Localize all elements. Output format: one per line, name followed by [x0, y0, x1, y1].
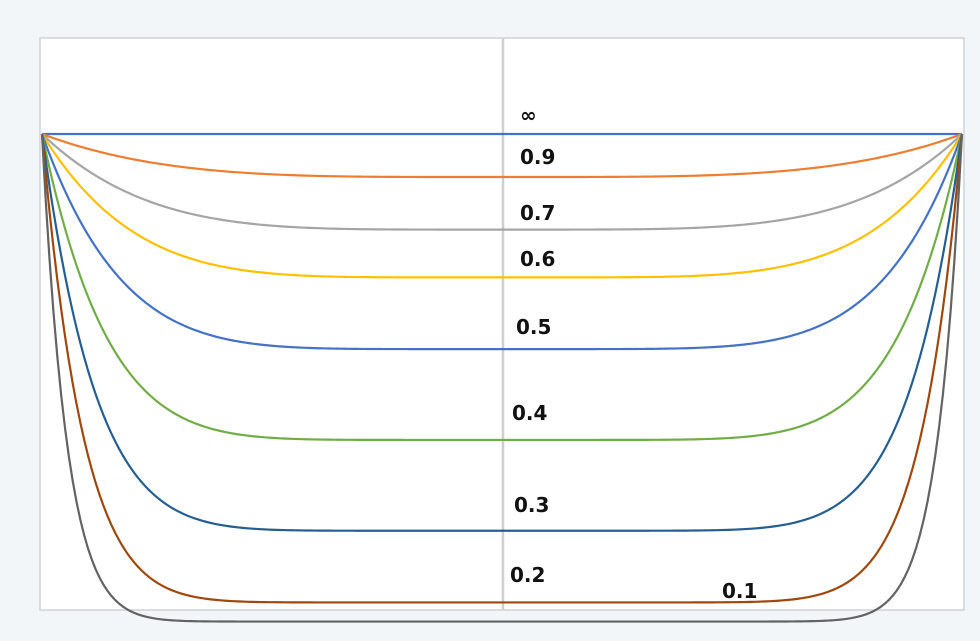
series-line-0-3 — [40, 133, 964, 532]
series-label-0-9: 0.9 — [520, 145, 555, 169]
series-line-0-2 — [40, 133, 964, 604]
series-label-0-2: 0.2 — [510, 563, 545, 587]
series-line-0-1 — [40, 133, 964, 623]
series-line-0-9 — [41, 132, 963, 179]
series-label-0-7: 0.7 — [520, 201, 555, 225]
series-label-0-1: 0.1 — [722, 579, 757, 603]
series-label-0-5: 0.5 — [516, 315, 551, 339]
series-label-0-3: 0.3 — [514, 493, 549, 517]
series-line-0-7 — [41, 133, 963, 231]
series-layer — [40, 132, 964, 623]
series-line-0-6 — [41, 133, 963, 279]
series-label-0-6: 0.6 — [520, 247, 555, 271]
series-line-0-4 — [40, 133, 964, 442]
series-label-infinity: ∞ — [520, 103, 537, 127]
series-label-0-4: 0.4 — [512, 401, 547, 425]
series-line-0-5 — [40, 133, 964, 351]
label-layer: ∞ 0.9 0.7 0.6 0.5 0.4 0.3 0.2 0.1 — [510, 103, 757, 603]
